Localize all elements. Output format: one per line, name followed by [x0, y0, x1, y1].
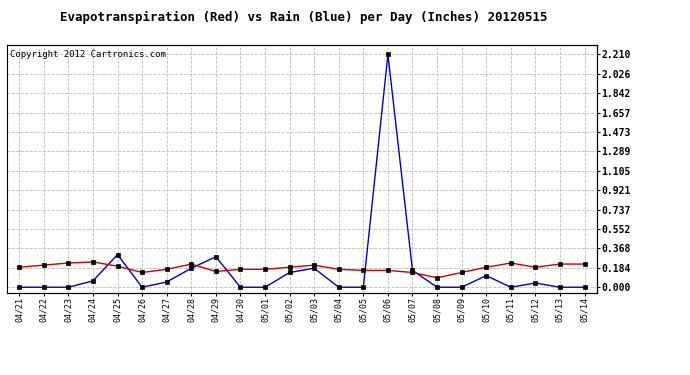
Text: Copyright 2012 Cartronics.com: Copyright 2012 Cartronics.com — [10, 50, 166, 59]
Text: Evapotranspiration (Red) vs Rain (Blue) per Day (Inches) 20120515: Evapotranspiration (Red) vs Rain (Blue) … — [60, 11, 547, 24]
